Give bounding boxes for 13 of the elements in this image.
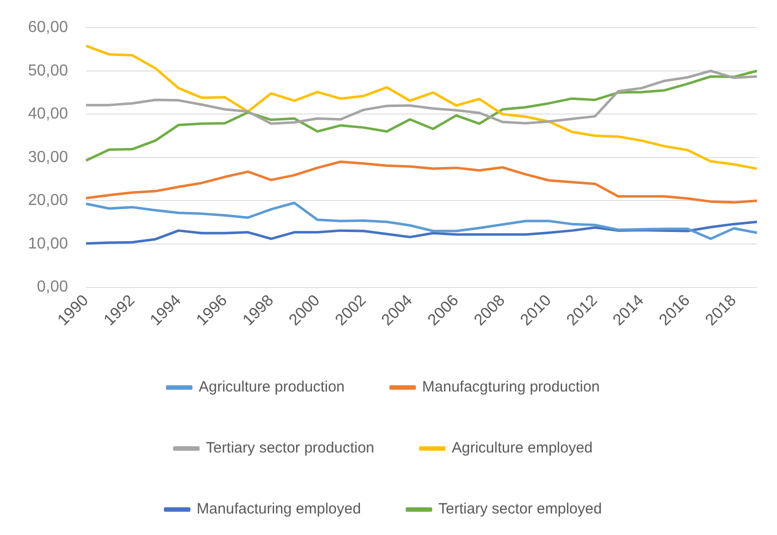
y-tick-label: 0,00 [36,278,68,296]
legend-label: Manufacturing employed [196,500,361,518]
legend-label: Tertiary sector production [206,440,374,457]
legend-label: Manufacgturing production [422,378,600,396]
y-tick-label: 50,00 [28,62,68,80]
y-tick-label: 30,00 [28,148,68,166]
legend-label: Agriculture employed [452,440,593,457]
y-tick-label: 40,00 [28,106,68,123]
legend-label: Tertiary sector employed [438,500,602,518]
y-tick-label: 20,00 [28,192,68,210]
legend-label: Agriculture production [198,378,345,396]
y-tick-label: 60,00 [28,19,68,36]
y-tick-label: 10,00 [28,235,68,252]
